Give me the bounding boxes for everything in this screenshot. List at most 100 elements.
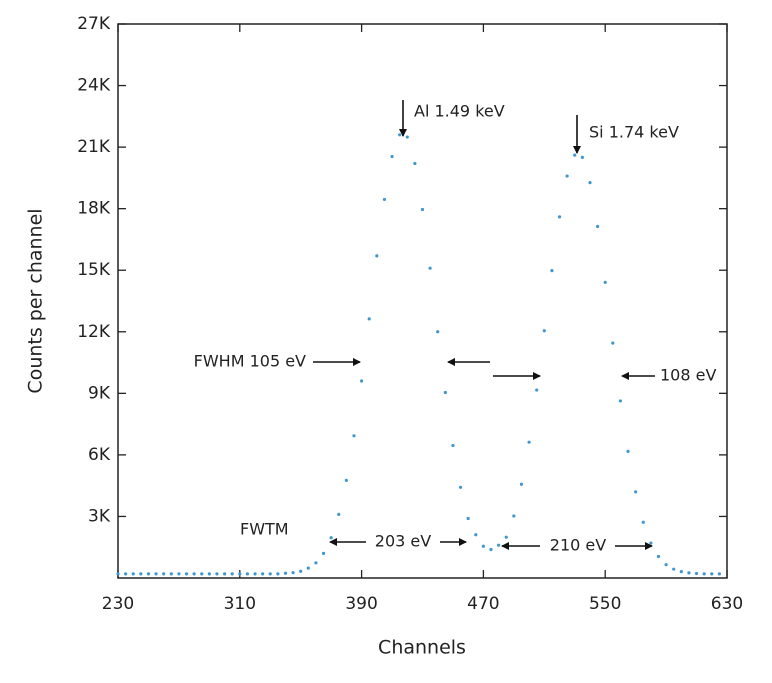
data-point — [177, 572, 181, 576]
data-point — [702, 572, 706, 576]
data-point — [162, 572, 166, 576]
x-tick-label: 630 — [711, 594, 743, 614]
data-point — [519, 482, 524, 486]
data-point — [458, 485, 463, 489]
data-point — [314, 561, 318, 565]
annotation: Al 1.49 keV — [414, 102, 505, 121]
data-point — [124, 572, 128, 576]
y-tick-label: 21K — [77, 137, 111, 157]
data-point — [329, 536, 333, 540]
data-point — [664, 563, 668, 567]
data-point — [436, 330, 440, 334]
annotation: 210 eV — [550, 536, 606, 555]
data-point — [398, 133, 402, 137]
y-tick-label: 15K — [77, 260, 111, 280]
data-point — [253, 572, 257, 576]
data-point — [215, 572, 219, 576]
data-point — [557, 215, 562, 219]
data-point — [360, 379, 364, 383]
data-point — [222, 572, 227, 576]
data-point — [497, 543, 501, 547]
data-point — [611, 341, 615, 345]
data-point — [299, 569, 303, 573]
data-point — [375, 254, 379, 258]
plot-frame — [117, 23, 728, 579]
data-point — [618, 399, 623, 403]
annotation: FWTM — [240, 520, 289, 539]
data-point — [656, 554, 661, 559]
annotations: Al 1.49 keV Si 1.74 keV FWHM 105 eV 108 … — [194, 100, 716, 555]
y-axis-label: Counts per channel — [25, 208, 47, 393]
data-point — [420, 207, 425, 212]
data-point — [192, 572, 196, 576]
data-point — [512, 514, 516, 518]
data-point — [321, 551, 326, 555]
data-point — [291, 571, 295, 575]
data-point — [535, 388, 539, 392]
annotation: FWHM 105 eV — [194, 352, 306, 371]
data-point — [116, 572, 120, 576]
y-tick-label: 18K — [77, 199, 111, 219]
data-point — [542, 329, 546, 333]
data-point — [154, 572, 158, 576]
data-point — [504, 535, 508, 539]
data-point — [595, 224, 600, 229]
x-tick-label: 550 — [589, 594, 621, 614]
data-point — [337, 512, 341, 516]
data-point — [580, 155, 584, 159]
data-point — [367, 317, 371, 321]
data-point — [146, 572, 151, 576]
x-tick-label: 230 — [102, 594, 134, 614]
data-point — [679, 570, 683, 574]
data-point — [390, 154, 394, 159]
data-point — [443, 390, 447, 395]
data-point — [710, 572, 714, 576]
data-point — [694, 571, 699, 576]
data-point — [588, 181, 592, 185]
data-point — [169, 572, 173, 576]
y-tick-label: 24K — [77, 76, 111, 96]
data-point — [261, 572, 265, 576]
data-point — [352, 434, 356, 438]
data-point — [474, 533, 478, 537]
data-point — [200, 572, 204, 576]
data-point — [527, 440, 531, 444]
y-tick-label: 6K — [88, 445, 111, 465]
data-point — [405, 135, 409, 139]
data-point — [283, 571, 288, 575]
x-axis-label: Channels — [378, 637, 466, 659]
data-point — [238, 572, 242, 576]
data-point — [413, 161, 417, 166]
data-point — [649, 541, 653, 545]
data-point — [672, 567, 676, 571]
y-tick-label: 12K — [77, 322, 111, 342]
x-tick-label: 390 — [345, 594, 377, 614]
data-point — [466, 516, 470, 521]
data-point — [717, 572, 721, 576]
data-point — [550, 269, 554, 273]
data-point — [306, 566, 310, 570]
x-tick-label: 310 — [224, 594, 256, 614]
data-point — [276, 572, 280, 576]
data-point — [634, 490, 638, 494]
data-point — [184, 572, 189, 576]
x-tick-label: 470 — [467, 594, 499, 614]
data-point — [573, 153, 577, 157]
data-point — [451, 443, 455, 448]
data-point — [382, 197, 387, 202]
y-tick-label: 27K — [77, 14, 111, 34]
data-point — [603, 280, 607, 284]
data-point — [687, 571, 691, 575]
data-point — [344, 478, 348, 482]
data-point — [626, 449, 630, 454]
data-point — [245, 572, 250, 576]
data-point — [268, 572, 272, 576]
data-point — [207, 572, 211, 576]
data-point — [489, 547, 493, 552]
data-point — [230, 572, 234, 576]
data-point — [428, 266, 432, 270]
annotation: 203 eV — [375, 532, 431, 551]
data-point — [481, 544, 485, 548]
y-tick-label: 9K — [88, 383, 111, 403]
